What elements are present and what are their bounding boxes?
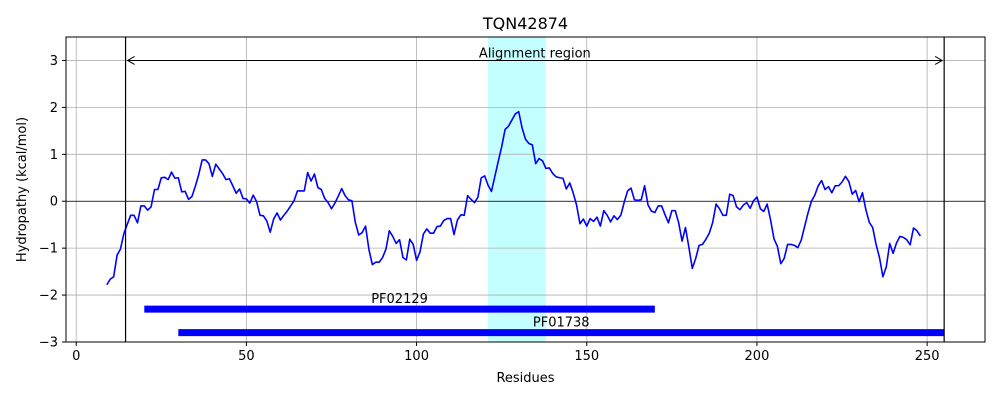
highlight-band	[488, 37, 546, 342]
x-tick-label: 150	[574, 349, 599, 364]
alignment-layer: Alignment region	[124, 37, 945, 342]
hydropathy-series-line	[106, 110, 921, 286]
y-axis-label: Hydropathy (kcal/mol)	[15, 117, 30, 262]
y-tick-label: −1	[39, 242, 58, 257]
plot-frame	[65, 36, 986, 343]
domain-label: PF02129	[371, 292, 428, 307]
chart-title: TQN42874	[482, 14, 568, 33]
x-tick-label: 50	[238, 349, 255, 364]
domain-label: PF01738	[533, 316, 590, 331]
y-tick-label: −3	[39, 336, 58, 351]
x-axis-label: Residues	[496, 371, 554, 386]
x-tick-label: 200	[745, 349, 770, 364]
x-tick-label: 100	[404, 349, 429, 364]
y-tick-label: 1	[50, 148, 58, 163]
y-tick-label: −2	[39, 289, 58, 304]
x-tick-label: 0	[72, 349, 80, 364]
domain-layer: PF02129 PF01738	[144, 292, 945, 337]
highlight-layer	[488, 37, 546, 342]
y-tick-label: 3	[50, 54, 58, 69]
alignment-arrow-left-head	[126, 56, 135, 65]
y-tick-label: 2	[50, 101, 58, 116]
alignment-arrow-right-head	[934, 56, 944, 65]
x-tick-label: 250	[915, 349, 940, 364]
y-tick-label: 0	[50, 195, 58, 210]
x-axis: 0 50 100 150 200 250	[72, 342, 940, 364]
alignment-region-label: Alignment region	[479, 46, 591, 61]
series-layer	[106, 110, 921, 286]
y-axis: −3 −2 −1 0 1 2 3	[39, 54, 66, 351]
